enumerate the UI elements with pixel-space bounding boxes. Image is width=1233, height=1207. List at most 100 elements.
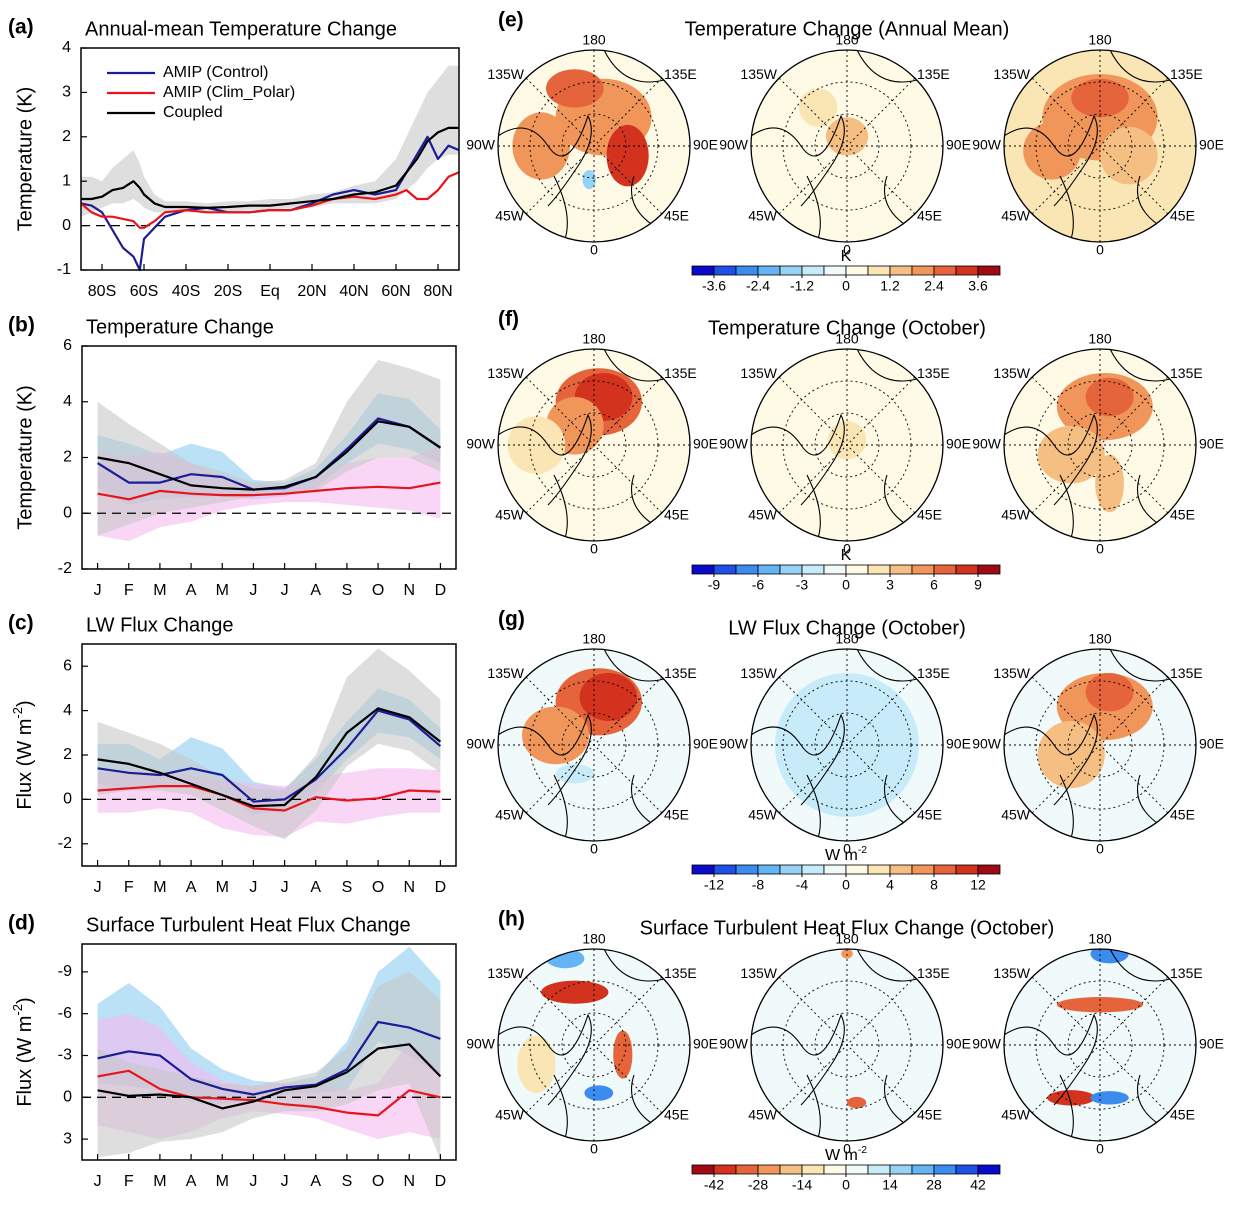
x-tick-label: F <box>124 879 134 896</box>
lon-label: 45E <box>917 1106 942 1122</box>
lon-label: 135E <box>664 665 697 681</box>
lon-label: 45E <box>664 1106 689 1122</box>
colorbar-box <box>713 1164 737 1175</box>
meridian <box>778 77 916 215</box>
colorbar-box <box>713 265 737 276</box>
y-tick-label: 2 <box>63 449 72 466</box>
field-pattern <box>1047 1090 1096 1106</box>
lon-label: 45E <box>917 207 942 223</box>
lon-label: 90W <box>972 736 1002 752</box>
lon-label: 0 <box>590 841 598 857</box>
lon-label: 90W <box>719 736 749 752</box>
lon-label: 90E <box>1199 736 1224 752</box>
field-pattern <box>847 1096 867 1109</box>
x-tick-label: 80S <box>88 283 116 300</box>
map-border <box>497 948 691 1142</box>
y-axis-label: Flux (W m-2) <box>10 700 36 809</box>
lon-label: 0 <box>1096 841 1104 857</box>
y-tick-label: 6 <box>63 657 72 674</box>
meridian <box>1031 676 1169 814</box>
x-tick-label: J <box>249 1173 257 1190</box>
series-line <box>97 1043 442 1110</box>
panel-label: (e) <box>498 9 524 32</box>
y-tick-label: 2 <box>63 746 72 763</box>
field-pattern <box>1085 673 1134 712</box>
meridian <box>778 376 916 514</box>
colorbar-tick-label: 3 <box>886 577 894 593</box>
colorbar-box <box>933 564 957 575</box>
y-tick-label: -1 <box>57 261 71 278</box>
lat-circle <box>1067 712 1133 778</box>
x-tick-label: 20S <box>214 283 242 300</box>
field-pattern <box>1095 454 1124 513</box>
colorbar-box <box>713 564 737 575</box>
field-pattern <box>1085 377 1134 417</box>
y-tick-label: 0 <box>62 217 71 234</box>
x-tick-label: J <box>94 1173 102 1190</box>
y-axis-label-part: ) <box>14 700 36 707</box>
map-border <box>1003 49 1197 243</box>
lon-label: 180 <box>835 331 859 347</box>
x-tick-label: J <box>94 582 102 599</box>
x-tick-label: N <box>403 879 415 896</box>
y-axis-label-part: Flux (W m <box>14 719 36 810</box>
lon-label: 0 <box>1096 541 1104 557</box>
lon-label: 135E <box>664 365 697 381</box>
panel-label: (h) <box>498 908 525 931</box>
lon-label: 0 <box>590 1141 598 1157</box>
x-tick-label: A <box>310 879 321 896</box>
lon-label: 45W <box>495 506 525 522</box>
lat-circle <box>1067 1012 1133 1078</box>
field-pattern <box>841 949 853 959</box>
colorbar-tick-label: -4 <box>796 877 809 893</box>
map-title: LW Flux Change (October) <box>728 617 966 639</box>
y-tick-label: 4 <box>63 393 72 410</box>
y-tick-label: -2 <box>58 560 72 577</box>
y-axis-label-sup: -2 <box>10 1004 25 1016</box>
colorbar-box <box>845 1164 869 1175</box>
colorbar-label-part: W m <box>825 1147 858 1164</box>
colorbar-box <box>845 564 869 575</box>
colorbar-box <box>977 564 1001 575</box>
field-pattern <box>1090 1091 1129 1105</box>
lon-label: 90W <box>466 436 496 452</box>
lon-label: 0 <box>843 242 851 258</box>
colorbar-box <box>955 864 979 875</box>
y-tick-label: 1 <box>62 172 71 189</box>
lon-label: 90E <box>693 1036 718 1052</box>
lon-label: 90E <box>693 436 718 452</box>
x-tick-label: A <box>186 879 197 896</box>
lon-label: 45E <box>1170 806 1195 822</box>
lon-label: 180 <box>1088 631 1112 647</box>
x-tick-label: N <box>403 582 415 599</box>
colorbar-tick-label: 0 <box>842 278 850 294</box>
x-tick-label: O <box>372 1173 384 1190</box>
lon-label: 135E <box>1170 365 1203 381</box>
field-pattern <box>512 112 570 180</box>
lon-label: 45W <box>1001 506 1031 522</box>
colorbar-box <box>955 265 979 276</box>
colorbar-tick-label: -3.6 <box>702 278 726 294</box>
colorbar-label-sup: -2 <box>858 1145 867 1156</box>
colorbar-box <box>801 864 825 875</box>
colorbar-tick-label: -28 <box>748 1177 768 1193</box>
lon-label: 135W <box>740 365 777 381</box>
lon-label: 180 <box>582 931 606 947</box>
colorbar-box <box>867 1164 891 1175</box>
lon-label: 135E <box>1170 66 1203 82</box>
lon-label: 180 <box>1088 32 1112 48</box>
lon-label: 45W <box>748 806 778 822</box>
lon-label: 135E <box>1170 665 1203 681</box>
lat-circle <box>561 712 627 778</box>
meridian <box>525 376 663 514</box>
y-tick-label: 0 <box>63 791 72 808</box>
lat-circle <box>561 412 627 478</box>
panel-label: (f) <box>498 308 519 331</box>
field-pattern <box>1023 122 1081 180</box>
colorbar-tick-label: 1.2 <box>880 278 900 294</box>
lon-label: 135W <box>993 665 1030 681</box>
colorbar-box <box>757 864 781 875</box>
x-tick-label: S <box>342 879 353 896</box>
lon-label: 180 <box>582 331 606 347</box>
